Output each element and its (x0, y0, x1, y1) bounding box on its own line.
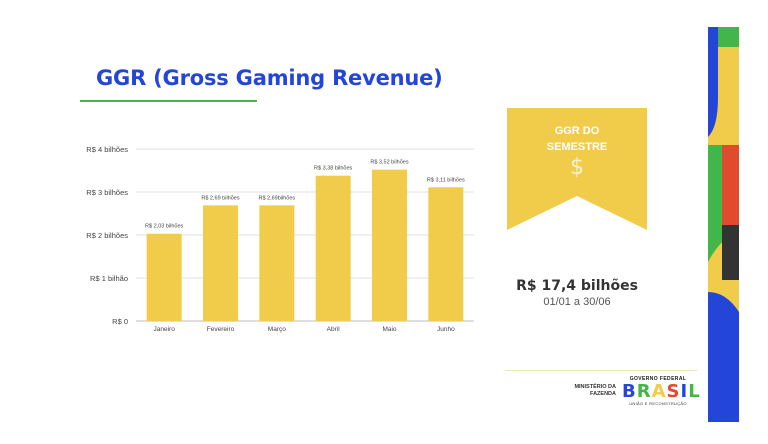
gov-logo-bottom: UNIÃO E RECONSTRUÇÃO (629, 401, 687, 406)
stripe-red (722, 145, 739, 225)
slide-title: GGR (Gross Gaming Revenue) (96, 66, 443, 90)
bar (428, 187, 464, 321)
y-tick-label: R$ 4 bilhões (86, 145, 128, 154)
title-underline (80, 100, 257, 102)
banner-title-line1: GGR DO (554, 125, 600, 137)
ministry-line2: FAZENDA (590, 391, 616, 397)
gov-logo-word: BRASIL (622, 381, 700, 402)
data-label: R$ 2,69 bilhões (201, 195, 239, 201)
gov-letter: S (666, 381, 681, 402)
gov-letter: B (622, 381, 637, 402)
x-tick-label: Junho (437, 326, 455, 333)
bar (203, 205, 238, 321)
semester-total: R$ 17,4 bilhões (516, 278, 638, 294)
x-tick-label: Janeiro (154, 326, 176, 333)
bar (315, 175, 351, 321)
x-tick-label: Maio (382, 326, 396, 333)
stripe-blue-bottom (708, 292, 739, 422)
gov-logo-top: GOVERNO FEDERAL (629, 376, 687, 382)
gov-letter: R (636, 381, 652, 402)
x-tick-label: Fevereiro (207, 326, 235, 333)
data-label: R$ 2,03 bilhões (145, 224, 183, 230)
y-tick-label: R$ 0 (112, 317, 128, 326)
y-tick-label: R$ 1 bilhão (90, 274, 128, 283)
banner-title: GGR DO SEMESTRE (507, 123, 647, 155)
decorative-stripe (708, 27, 739, 422)
stripe-green-curve (708, 225, 722, 262)
data-label: R$ 3,52 bilhões (370, 160, 408, 166)
banner-title-line2: SEMESTRE (546, 141, 608, 153)
x-tick-label: Março (268, 326, 286, 333)
gov-letter: A (651, 381, 667, 402)
data-label: R$ 3,11 bilhões (427, 177, 465, 183)
gov-letter: I (680, 381, 689, 402)
ministry-logo-text: MINISTÉRIO DA FAZENDA (560, 384, 616, 398)
dollar-icon: $ (570, 155, 584, 180)
semester-banner (507, 108, 647, 230)
gov-letter: L (688, 381, 701, 402)
data-label: R$ 3,38 bilhões (314, 166, 352, 172)
bar (146, 233, 182, 321)
government-logo: GOVERNO FEDERAL BRASIL UNIÃO E RECONSTRU… (622, 376, 700, 406)
stripe-yellow-curve (708, 292, 739, 312)
footer-divider (505, 370, 697, 371)
stripe-black (722, 225, 739, 280)
y-tick-label: R$ 2 bilhões (86, 231, 128, 240)
semester-period: 01/01 a 30/06 (543, 296, 611, 308)
x-tick-label: Abril (327, 326, 341, 333)
ministry-line1: MINISTÉRIO DA (574, 384, 616, 390)
bar (372, 169, 407, 321)
bar (259, 205, 295, 321)
data-label: R$ 2,69bilhões (258, 195, 295, 201)
banner-shape (507, 108, 647, 230)
y-tick-label: R$ 3 bilhões (86, 188, 128, 197)
stripe-blue-top (708, 27, 718, 137)
stripe-green-mid (708, 145, 722, 225)
